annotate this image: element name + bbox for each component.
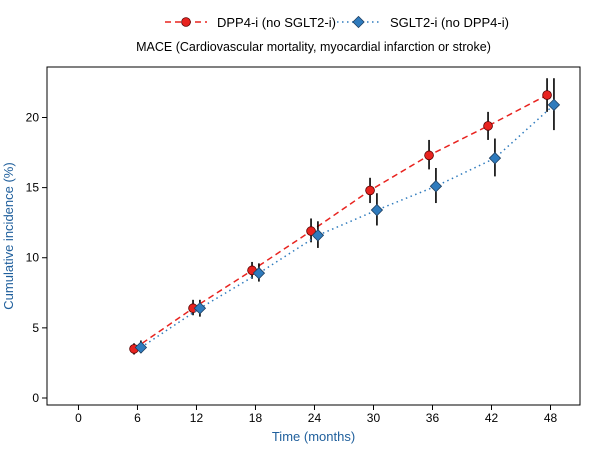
legend-marker bbox=[352, 15, 365, 29]
series-2-point bbox=[429, 180, 443, 193]
series-1-point bbox=[424, 150, 434, 161]
series-2-point bbox=[252, 267, 266, 280]
x-tick-label: 36 bbox=[426, 411, 440, 425]
series-1-line bbox=[133, 94, 548, 350]
series-2-point bbox=[311, 229, 325, 242]
x-tick-label: 42 bbox=[485, 411, 499, 425]
series-1-point bbox=[542, 90, 552, 100]
y-tick-label: 15 bbox=[26, 181, 40, 195]
x-tick-label: 18 bbox=[249, 411, 263, 425]
series-layer bbox=[129, 78, 561, 355]
x-tick-label: 6 bbox=[134, 411, 141, 425]
legend-label: SGLT2-i (no DPP4-i) bbox=[390, 15, 509, 30]
legend-marker bbox=[181, 17, 191, 27]
x-tick-label: 48 bbox=[544, 411, 558, 425]
series-1-point bbox=[365, 185, 375, 196]
legend-item-2: SGLT2-i (no DPP4-i) bbox=[337, 15, 509, 30]
x-tick-label: 12 bbox=[190, 411, 204, 425]
legend: DPP4-i (no SGLT2-i) SGLT2-i (no DPP4-i) bbox=[165, 15, 509, 30]
x-tick-label: 24 bbox=[308, 411, 322, 425]
y-axis-label: Cumulative incidence (%) bbox=[1, 162, 16, 309]
chart-title: MACE (Cardiovascular mortality, myocardi… bbox=[136, 40, 491, 54]
y-tick-label: 0 bbox=[32, 391, 39, 405]
axes: 0 6 12 18 24 30 36 42 48 0 5 10 15 20 bbox=[26, 110, 558, 425]
y-tick-label: 5 bbox=[32, 321, 39, 335]
legend-label: DPP4-i (no SGLT2-i) bbox=[217, 15, 336, 30]
series-1-point bbox=[306, 226, 316, 236]
series-2-point bbox=[134, 341, 148, 354]
x-axis-label: Time (months) bbox=[272, 429, 355, 444]
y-tick-label: 10 bbox=[26, 251, 40, 265]
y-tick-label: 20 bbox=[26, 110, 40, 124]
series-1 bbox=[129, 78, 552, 355]
series-2-point bbox=[370, 203, 384, 217]
series-2-point bbox=[193, 302, 207, 315]
x-tick-label: 30 bbox=[367, 411, 381, 425]
legend-item-1: DPP4-i (no SGLT2-i) bbox=[165, 15, 336, 30]
plot-frame bbox=[46, 66, 581, 406]
series-2-point bbox=[488, 151, 502, 165]
series-2 bbox=[134, 78, 561, 354]
x-tick-label: 0 bbox=[75, 411, 82, 425]
series-1-point bbox=[483, 121, 493, 131]
series-2-point bbox=[547, 98, 561, 112]
